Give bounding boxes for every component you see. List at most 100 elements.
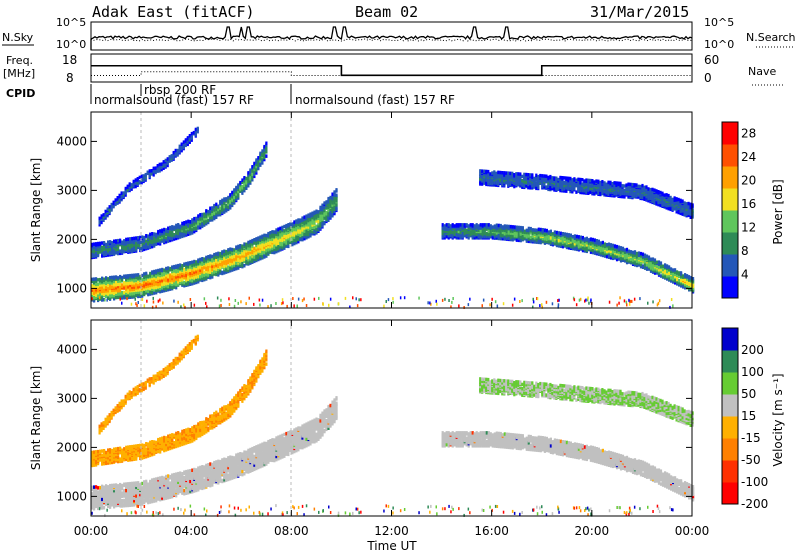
power-cell <box>497 180 500 184</box>
power-cell <box>163 286 166 291</box>
power-cell <box>110 207 113 211</box>
power-cell <box>453 228 456 232</box>
power-cell <box>173 284 176 288</box>
power-cell <box>623 259 627 263</box>
power-cell <box>589 189 592 194</box>
power-cell <box>513 173 516 177</box>
power-cell <box>325 200 328 204</box>
power-cell <box>617 257 621 261</box>
power-cell <box>674 272 677 276</box>
power-cell <box>108 205 111 209</box>
power-cell <box>137 292 140 296</box>
power-cell <box>183 284 186 288</box>
power-cell <box>678 271 681 275</box>
power-cell <box>195 260 198 264</box>
power-cell <box>241 244 244 248</box>
power-cell <box>183 228 186 232</box>
power-cell <box>179 224 182 228</box>
power-cell <box>668 276 671 280</box>
power-cell <box>307 216 310 221</box>
power-cell <box>657 262 661 266</box>
power-cell <box>127 274 130 278</box>
power-cell <box>591 241 594 245</box>
power-cell <box>569 176 572 181</box>
power-cell <box>243 242 246 246</box>
power-cell <box>114 202 117 207</box>
power-cell <box>643 253 647 257</box>
power-cell <box>113 275 116 279</box>
power-cell <box>313 221 316 225</box>
power-cell <box>309 234 312 238</box>
power-cell <box>285 244 288 248</box>
power-cell <box>173 268 176 272</box>
power-cell <box>137 282 140 287</box>
power-cell <box>461 223 464 227</box>
power-cell <box>243 252 246 256</box>
power-cell <box>123 285 126 289</box>
power-cell <box>325 211 328 215</box>
power-cell <box>187 274 190 278</box>
power-cell <box>692 279 695 283</box>
power-cell <box>541 184 544 189</box>
power-cell <box>489 172 492 176</box>
power-cell <box>205 275 208 279</box>
power-cell <box>201 257 204 261</box>
power-cell <box>149 242 152 246</box>
power-cell <box>589 250 592 254</box>
power-cell <box>273 230 276 234</box>
power-cell <box>99 250 102 254</box>
power-cell <box>121 277 124 282</box>
power-cell <box>621 251 625 255</box>
power-cell <box>101 248 104 253</box>
power-cell <box>511 234 514 239</box>
power-cell <box>180 146 183 151</box>
power-cell <box>233 188 236 192</box>
power-cell <box>142 178 145 182</box>
power-cell <box>571 235 574 239</box>
noise-right-label: N.Search <box>746 31 796 44</box>
power-cell <box>635 261 639 265</box>
power-cell <box>483 226 486 230</box>
power-cell <box>207 212 210 216</box>
power-cell <box>119 292 122 296</box>
power-cell <box>549 236 552 240</box>
power-cell <box>123 242 126 246</box>
power-cell <box>265 251 268 255</box>
power-cell <box>235 249 238 254</box>
power-cell <box>591 179 594 183</box>
power-cell <box>173 233 176 237</box>
power-cell <box>137 242 140 246</box>
power-cell <box>531 228 534 232</box>
power-cell <box>597 239 600 244</box>
power-cell <box>164 164 167 168</box>
power-cell <box>257 165 260 170</box>
power-cell <box>219 206 222 210</box>
power-cell <box>101 296 104 300</box>
power-cell <box>129 237 132 241</box>
power-cell <box>153 280 156 285</box>
power-cell <box>527 231 530 235</box>
power-cell <box>215 202 218 207</box>
power-cell <box>515 172 518 176</box>
power-cell <box>257 156 260 160</box>
power-cell <box>639 260 643 265</box>
power-cell <box>529 183 532 188</box>
power-cell <box>149 271 152 276</box>
power-cell <box>587 188 590 192</box>
power-cell <box>515 238 518 242</box>
power-cell <box>151 274 154 279</box>
power-cell <box>517 231 520 235</box>
power-cell <box>97 278 100 282</box>
power-cell <box>243 244 246 249</box>
power-cell <box>223 207 226 211</box>
power-cell <box>303 220 306 225</box>
power-cell <box>549 229 552 234</box>
power-cell <box>187 261 190 265</box>
power-cell <box>643 263 647 267</box>
power-cell <box>323 212 326 216</box>
power-cell <box>507 235 510 239</box>
power-cell <box>185 276 188 280</box>
power-cell <box>123 281 126 285</box>
power-cell <box>194 130 197 135</box>
